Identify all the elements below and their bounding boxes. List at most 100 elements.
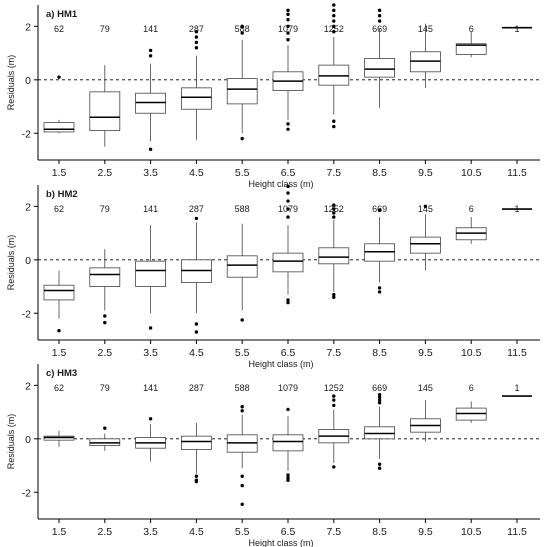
chart-panel-3: c) HM3 -2 0 2 Residuals (m) Height class (m) 1… [6, 364, 540, 547]
outlier-point [194, 46, 199, 50]
outlier-point [286, 191, 290, 195]
x-tick-label: 9.5 [418, 347, 433, 359]
y-tick-label: 0 [25, 75, 31, 87]
outlier-point [194, 322, 199, 326]
box-body [180, 87, 212, 110]
outlier-point [148, 147, 153, 152]
x-tick-label: 2.5 [97, 347, 112, 359]
y-tick-label: 2 [25, 380, 31, 392]
outlier-point [194, 35, 199, 39]
x-tick-label: 11.5 [507, 167, 527, 179]
outlier-point [377, 8, 382, 13]
x-tick-label: 3.5 [143, 526, 158, 538]
count-label: 145 [418, 204, 433, 214]
outlier-point [332, 124, 336, 129]
outlier-point [332, 295, 336, 299]
count-label: 588 [235, 383, 250, 393]
box-body [226, 255, 258, 278]
box-body [135, 260, 167, 287]
outlier-point [148, 326, 153, 330]
outlier-point [332, 465, 336, 469]
box-9.5 [409, 400, 441, 442]
x-tick-label: 2.5 [97, 167, 112, 179]
outlier-point [332, 394, 336, 398]
box-4.5 [180, 422, 212, 484]
outlier-point [240, 24, 244, 29]
box-5.5 [226, 405, 258, 507]
outlier-point [332, 19, 336, 23]
count-label: 6 [469, 204, 474, 214]
box-3.5 [135, 225, 167, 330]
outlier-point [103, 314, 107, 318]
outlier-point [286, 199, 290, 203]
count-label: 62 [54, 383, 64, 393]
outlier-point [332, 13, 336, 18]
outlier-point [286, 31, 290, 35]
box-2.5 [89, 426, 121, 451]
count-label: 62 [54, 24, 64, 34]
outlier-point [194, 216, 199, 221]
x-tick-label: 1.5 [52, 167, 67, 179]
outlier-point [240, 409, 244, 413]
count-label: 1 [514, 24, 519, 34]
outlier-point [240, 136, 244, 141]
outlier-point [377, 462, 382, 466]
x-tick-label: 11.5 [507, 347, 527, 359]
box-7.5 [318, 394, 350, 469]
outlier-point [332, 207, 336, 211]
outlier-point [377, 286, 382, 290]
outlier-point [240, 483, 244, 488]
outlier-point [332, 24, 336, 29]
x-tick-label: 8.5 [372, 347, 387, 359]
outlier-point [377, 13, 382, 18]
box-body [89, 267, 121, 287]
box-2.5 [89, 65, 121, 147]
count-label: 669 [372, 383, 387, 393]
x-tick-label: 1.5 [52, 526, 67, 538]
count-label: 141 [143, 383, 158, 393]
box-5.5 [226, 223, 258, 322]
outlier-point [240, 405, 244, 409]
box-1.5 [43, 270, 75, 333]
count-label: 1079 [278, 24, 298, 34]
x-tick-label: 4.5 [189, 347, 204, 359]
count-label: 1 [514, 383, 519, 393]
box-body [272, 434, 304, 452]
x-tick-label: 4.5 [189, 526, 204, 538]
box-5.5 [226, 24, 258, 141]
box-body [89, 91, 121, 132]
box-6.5 [272, 184, 304, 305]
y-tick-label: -2 [22, 487, 31, 499]
x-axis-title: Height class (m) [248, 359, 313, 369]
outlier-point [332, 119, 336, 123]
outlier-point [286, 12, 290, 17]
box-6.5 [272, 8, 304, 131]
x-tick-label: 1.5 [52, 347, 67, 359]
outlier-point [286, 17, 290, 22]
outlier-point [332, 398, 336, 402]
y-axis-title: Residuals (m) [6, 55, 16, 111]
x-tick-label: 3.5 [143, 347, 158, 359]
box-1.5 [43, 430, 75, 447]
outlier-point [57, 328, 61, 333]
box-10.5 [455, 217, 487, 244]
count-label: 79 [100, 24, 110, 34]
box-body [226, 78, 258, 105]
outlier-point [286, 207, 290, 211]
y-tick-label: 0 [25, 255, 31, 267]
outlier-point [286, 473, 290, 477]
outlier-point [240, 31, 244, 35]
box-body [409, 236, 441, 254]
count-label: 141 [143, 204, 158, 214]
chart-panel-1: a) HM1 -2 0 2 Residuals (m) Height class (m) 1… [6, 3, 540, 189]
box-2.5 [89, 249, 121, 325]
y-axis-title: Residuals (m) [6, 414, 16, 470]
outlier-point [286, 38, 290, 42]
x-tick-label: 8.5 [372, 167, 387, 179]
box-9.5 [409, 204, 441, 271]
panel-title: c) HM3 [46, 368, 77, 379]
box-body [364, 58, 396, 78]
outlier-point [423, 204, 428, 209]
x-tick-label: 7.5 [326, 167, 341, 179]
outlier-point [286, 24, 290, 29]
